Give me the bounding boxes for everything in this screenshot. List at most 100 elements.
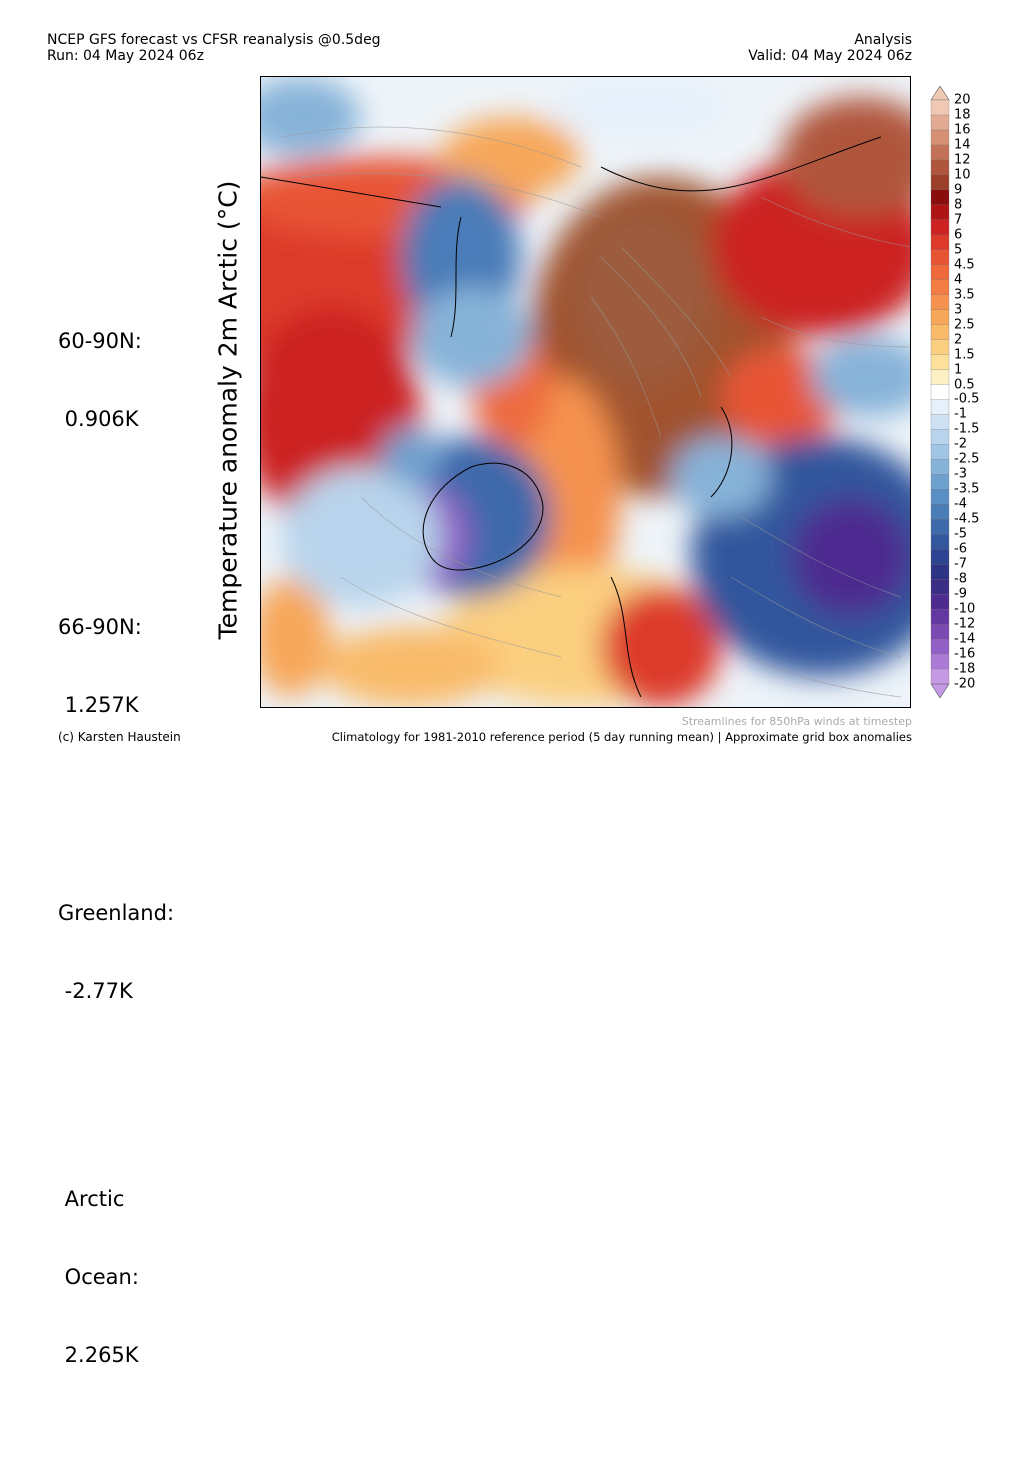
colorbar-tick-label: -4 bbox=[954, 496, 967, 512]
colorbar-segment bbox=[930, 189, 950, 206]
colorbar-tick-label: 8 bbox=[954, 197, 963, 213]
colorbar-segment bbox=[930, 653, 950, 670]
colorbar-segment bbox=[930, 249, 950, 266]
colorbar-tick-label: 7 bbox=[954, 212, 963, 228]
colorbar-tick-label: 16 bbox=[954, 122, 971, 138]
valid-time: Valid: 04 May 2024 06z bbox=[748, 48, 912, 64]
colorbar-top-arrow bbox=[930, 86, 950, 101]
stat-label: Arctic bbox=[58, 1187, 125, 1211]
coastlines bbox=[261, 136, 882, 698]
colorbar-segment bbox=[930, 579, 950, 595]
colorbar-tick-label: 1.5 bbox=[954, 347, 975, 363]
colorbar-segment bbox=[930, 204, 950, 221]
colorbar-tick-label: 12 bbox=[954, 152, 971, 168]
stat-label: Greenland: bbox=[58, 901, 175, 925]
credit: (c) Karsten Haustein bbox=[58, 730, 181, 744]
analysis-label: Analysis bbox=[854, 32, 912, 48]
colorbar-segment bbox=[930, 264, 950, 281]
colorbar-tick-label: -8 bbox=[954, 571, 967, 587]
valid-block: Analysis Valid: 04 May 2024 06z bbox=[748, 32, 912, 64]
colorbar-segment bbox=[930, 144, 950, 161]
colorbar-segment bbox=[930, 594, 950, 610]
colorbar-tick-label: 3.5 bbox=[954, 287, 975, 303]
colorbar-tick-label: -7 bbox=[954, 556, 967, 572]
title-line-2: Run: 04 May 2024 06z bbox=[47, 48, 204, 64]
colorbar-tick-label: -1.5 bbox=[954, 421, 980, 437]
colorbar-tick-label: 20 bbox=[954, 92, 971, 108]
colorbar-segment bbox=[930, 369, 950, 386]
colorbar-tick-label: 14 bbox=[954, 137, 971, 153]
colorbar-segment bbox=[930, 219, 950, 236]
colorbar-tick-label: 9 bbox=[954, 182, 963, 198]
colorbar-segment bbox=[930, 668, 950, 685]
colorbar-tick-label: -3 bbox=[954, 466, 967, 482]
colorbar-segment bbox=[930, 129, 950, 146]
colorbar-tick-label: -9 bbox=[954, 586, 967, 602]
colorbar-segment bbox=[930, 564, 950, 580]
colorbar-segment bbox=[930, 114, 950, 131]
stat-value: -2.77K bbox=[58, 979, 133, 1003]
streamlines-note: Streamlines for 850hPa winds at timestep bbox=[681, 715, 912, 728]
colorbar bbox=[930, 86, 950, 698]
climatology-note: Climatology for 1981-2010 reference peri… bbox=[331, 730, 912, 744]
colorbar-segment bbox=[930, 234, 950, 251]
colorbar-tick-label: 5 bbox=[954, 242, 963, 258]
colorbar-tick-label: -2 bbox=[954, 436, 967, 452]
colorbar-tick-label: 0.5 bbox=[954, 377, 975, 392]
colorbar-segment bbox=[930, 159, 950, 176]
colorbar-tick-label: -14 bbox=[954, 631, 976, 647]
colorbar-segment bbox=[930, 399, 950, 416]
colorbar-tick-label: 3 bbox=[954, 302, 963, 318]
colorbar-segment bbox=[930, 309, 950, 326]
colorbar-segment bbox=[930, 504, 950, 520]
stat-label-2: Ocean: bbox=[58, 1265, 139, 1289]
streamlines bbox=[280, 126, 910, 698]
colorbar-tick-label: 2 bbox=[954, 332, 963, 348]
colorbar-segment bbox=[930, 519, 950, 535]
stat-value: 2.265K bbox=[58, 1343, 139, 1367]
colorbar-tick-label: -3.5 bbox=[954, 481, 980, 497]
colorbar-tick-label: -20 bbox=[954, 676, 976, 692]
colorbar-segment bbox=[930, 534, 950, 550]
title-line-1: NCEP GFS forecast vs CFSR reanalysis @0.… bbox=[47, 32, 381, 48]
colorbar-segment bbox=[930, 444, 950, 460]
colorbar-tick-label: -18 bbox=[954, 661, 976, 677]
colorbar-segment bbox=[930, 99, 950, 116]
colorbar-segment bbox=[930, 384, 950, 401]
colorbar-segment bbox=[930, 474, 950, 490]
colorbar-segment bbox=[930, 608, 950, 625]
colorbar-segment bbox=[930, 623, 950, 640]
colorbar-segment bbox=[930, 429, 950, 445]
colorbar-labels: 20 18 16 14 12 10 9 8 7 6 5 4.5 4 3.5 3 2.5 2 1.5 1 0.5 -0.5… bbox=[954, 86, 1014, 698]
colorbar-tick-label: -4.5 bbox=[954, 511, 980, 527]
colorbar-segment bbox=[930, 549, 950, 565]
anomaly-map bbox=[260, 76, 911, 708]
colorbar-tick-label: -6 bbox=[954, 541, 967, 557]
colorbar-segment bbox=[930, 638, 950, 655]
colorbar-segment bbox=[930, 489, 950, 505]
colorbar-tick-label: 10 bbox=[954, 167, 971, 183]
anomaly-field bbox=[261, 77, 910, 707]
colorbar-tick-label: -12 bbox=[954, 616, 976, 632]
title-block: NCEP GFS forecast vs CFSR reanalysis @0.… bbox=[47, 32, 381, 64]
colorbar-tick-label: -5 bbox=[954, 526, 967, 542]
axis-label-text: Temperature anomaly 2m Arctic (°C) bbox=[213, 180, 243, 640]
stat-arctic-ocean: Arctic Ocean: 2.265K bbox=[58, 1134, 174, 1420]
colorbar-segment bbox=[930, 279, 950, 296]
colorbar-tick-label: -1 bbox=[954, 406, 967, 422]
colorbar-tick-label: 4 bbox=[954, 272, 963, 288]
colorbar-segment bbox=[930, 174, 950, 191]
stat-label: 66-90N: bbox=[58, 615, 142, 639]
stat-value: 1.257K bbox=[58, 693, 139, 717]
colorbar-tick-label: -10 bbox=[954, 601, 976, 617]
colorbar-segment bbox=[930, 324, 950, 341]
colorbar-tick-label: 2.5 bbox=[954, 317, 975, 333]
colorbar-tick-label: -0.5 bbox=[954, 391, 980, 407]
colorbar-segment bbox=[930, 339, 950, 356]
anomaly-stats: 60-90N: 0.906K 66-90N: 1.257K Greenland:… bbox=[58, 224, 174, 1472]
colorbar-segment bbox=[930, 459, 950, 475]
colorbar-tick-label: 1 bbox=[954, 362, 963, 378]
colorbar-segment bbox=[930, 414, 950, 430]
colorbar-tick-label: -2.5 bbox=[954, 451, 980, 467]
map-canvas bbox=[261, 77, 910, 707]
